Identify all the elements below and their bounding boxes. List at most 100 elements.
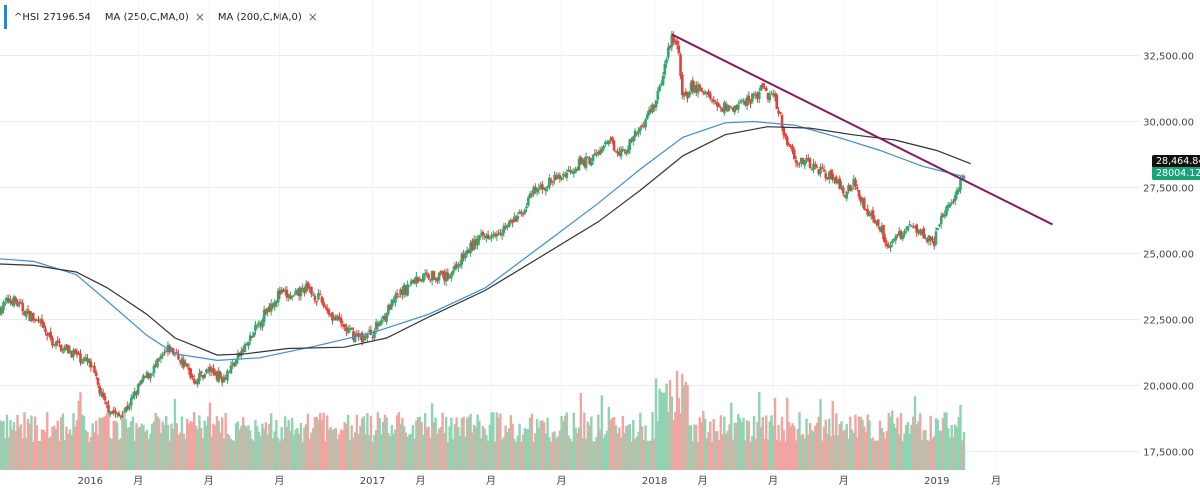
candle-body (143, 376, 147, 378)
study-ma200-label[interactable]: MA (200,C,MA,0) (217, 11, 302, 23)
candle-body (45, 333, 49, 336)
volume-bar (940, 430, 943, 470)
volume-bar (479, 438, 483, 470)
candle-body (693, 85, 696, 93)
candle-body (182, 360, 185, 368)
candle-body (19, 302, 23, 304)
candle-body (324, 306, 327, 308)
volume-bar (275, 420, 278, 470)
volume-bar (306, 413, 310, 470)
volume-bar (796, 429, 799, 470)
candle-body (357, 333, 360, 337)
volume-bar (74, 427, 77, 470)
candle-body (743, 100, 747, 105)
volume-bar (675, 370, 679, 470)
volume-bar (406, 436, 409, 470)
candle-body (712, 99, 716, 102)
volume-bar (439, 427, 443, 470)
candle-body (322, 302, 325, 307)
volume-bar (780, 416, 784, 470)
volume-bar (597, 414, 600, 470)
volume-bar (14, 431, 17, 470)
symbol-value: 27196.54 (43, 11, 91, 23)
candle-body (674, 40, 677, 43)
volume-bar (18, 426, 21, 470)
volume-bar (336, 438, 339, 470)
candle-body (841, 187, 845, 194)
volume-bar (448, 426, 451, 470)
candle-body (189, 368, 192, 378)
volume-bar (51, 426, 54, 470)
candle-body (161, 354, 165, 356)
candle-body (668, 45, 672, 48)
volume-bar (241, 417, 245, 470)
volume-bar (525, 429, 528, 470)
volume-bar (88, 441, 91, 470)
volume-bar (901, 441, 904, 470)
volume-bar (346, 414, 350, 470)
volume-bar (943, 412, 946, 470)
volume-bar (541, 420, 544, 470)
candle-body (478, 235, 481, 241)
candle-body (353, 333, 357, 342)
candle-body (625, 151, 628, 154)
candle-body (374, 322, 378, 330)
volume-bar (889, 416, 892, 470)
volume-bar (656, 421, 660, 470)
volume-bar (870, 438, 873, 470)
volume-bar (642, 439, 646, 470)
close-icon[interactable]: × (194, 10, 205, 24)
volume-bar (317, 419, 320, 470)
candle-body (266, 307, 269, 313)
candle-body (859, 196, 863, 202)
candle-body (932, 240, 936, 247)
volume-bar (67, 433, 70, 470)
volume-bar (616, 433, 619, 470)
candle-body (705, 91, 709, 94)
volume-bar (210, 436, 213, 470)
candle-body (343, 324, 346, 328)
candle-body (350, 327, 353, 330)
candle-body (502, 225, 506, 233)
candle-body (931, 238, 934, 240)
close-icon[interactable]: × (307, 10, 318, 24)
volume-bar (737, 413, 740, 470)
study-ma250-label[interactable]: MA (250,C,MA,0) (104, 11, 189, 23)
candle-body (810, 169, 814, 171)
volume-bar (404, 432, 408, 470)
candle-body (840, 185, 843, 188)
candle-body (702, 91, 705, 93)
candle-body (661, 75, 665, 86)
volume-bar (577, 427, 581, 470)
candle-body (408, 285, 411, 287)
volume-bar (360, 418, 364, 470)
candle-body (784, 133, 787, 138)
volume-bar (110, 439, 114, 470)
candle-body (44, 328, 47, 332)
volume-bar (156, 416, 159, 470)
candle-body (329, 313, 332, 316)
volume-bar (621, 416, 625, 470)
volume-bar (350, 425, 353, 470)
candle-body (380, 320, 383, 325)
candle-body (355, 333, 359, 336)
trend-line (671, 33, 1053, 226)
volume-bar (899, 413, 903, 470)
candle-body (100, 391, 103, 396)
candle-body (420, 279, 423, 281)
volume-bar (303, 427, 306, 470)
volume-bar (292, 435, 296, 470)
volume-bar (931, 438, 934, 470)
candle-body (770, 93, 773, 95)
volume-bar (116, 422, 119, 470)
symbol-label[interactable]: ^HSI (14, 11, 40, 23)
volume-bar (165, 416, 168, 470)
volume-bar (808, 423, 812, 470)
candle-body (327, 309, 331, 315)
candle-body (37, 319, 40, 321)
volume-bar (47, 437, 51, 470)
candle-body (171, 348, 175, 355)
volume-bar (203, 420, 206, 470)
candle-body (611, 136, 614, 142)
